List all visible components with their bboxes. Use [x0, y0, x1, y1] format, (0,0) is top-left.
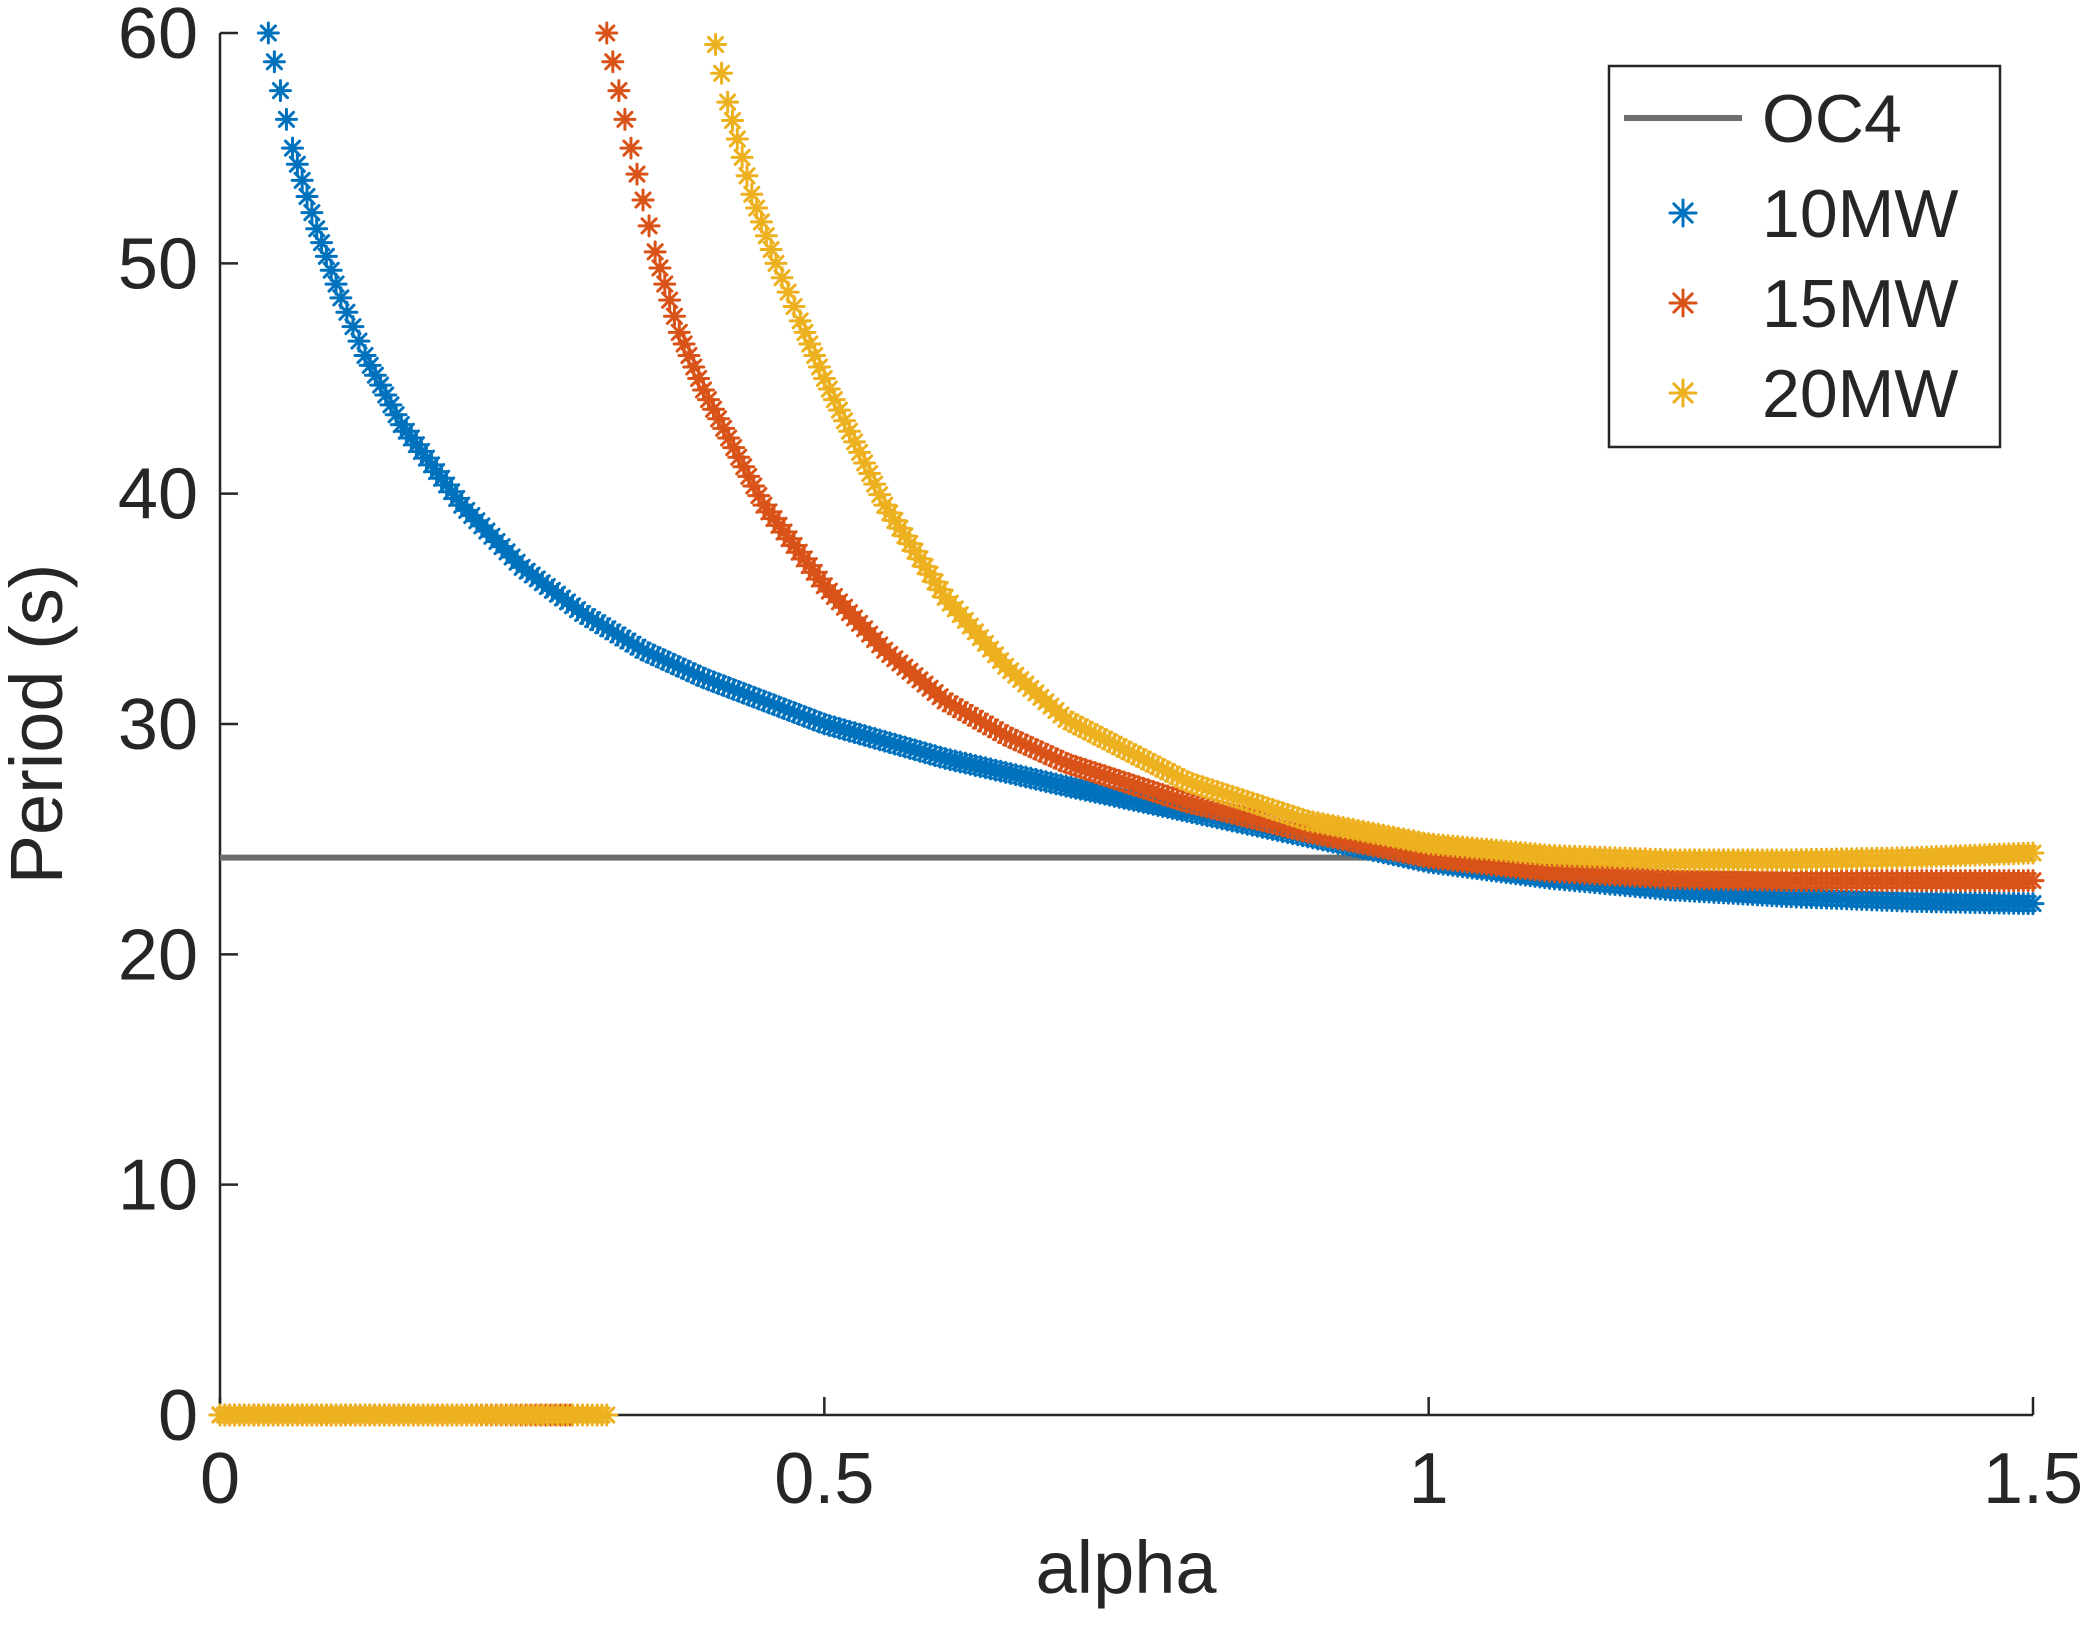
data-point — [716, 90, 740, 114]
data-point — [300, 201, 324, 225]
data-point — [653, 272, 677, 296]
data-point — [2021, 869, 2045, 893]
x-tick-label: 0 — [200, 1439, 240, 1519]
y-tick-label: 30 — [118, 685, 198, 765]
legend: OC4 10MW 15MW 20MW — [1607, 64, 2002, 449]
data-point — [710, 61, 734, 85]
data-point — [274, 107, 298, 131]
data-point — [281, 136, 305, 160]
x-axis-label: alpha — [1035, 1526, 1217, 1609]
data-point — [295, 185, 319, 209]
data-point — [643, 240, 667, 264]
data-point — [290, 168, 314, 192]
legend-label-10mw: 10MW — [1762, 176, 1958, 252]
series-20mw — [208, 33, 2045, 1427]
y-axis-label: Period (s) — [0, 564, 78, 885]
data-point — [770, 266, 794, 290]
x-tick-label: 1.5 — [1983, 1439, 2083, 1519]
data-point — [725, 127, 749, 151]
data-point — [812, 367, 836, 390]
data-point — [625, 162, 649, 186]
data-point — [878, 501, 902, 525]
data-point — [595, 21, 619, 45]
data-point — [262, 50, 286, 74]
legend-marker-15mw — [1668, 288, 1698, 318]
data-point — [2021, 841, 2045, 865]
plot-area: 0 0.5 1 1.5 0 10 20 30 40 50 60 — [118, 0, 2083, 1519]
data-point — [720, 109, 744, 133]
data-point — [619, 136, 643, 160]
data-point — [268, 79, 292, 103]
x-ticks: 0 0.5 1 1.5 — [200, 1397, 2083, 1519]
data-point — [595, 1403, 619, 1427]
data-point — [662, 304, 686, 328]
data-point — [637, 214, 661, 238]
data-point — [601, 50, 625, 74]
y-tick-label: 60 — [118, 0, 198, 74]
data-point — [613, 107, 637, 131]
y-tick-label: 50 — [118, 224, 198, 304]
legend-marker-20mw — [1668, 378, 1698, 408]
legend-label-20mw: 20MW — [1762, 356, 1958, 432]
y-tick-label: 20 — [118, 915, 198, 995]
x-tick-label: 0.5 — [774, 1439, 874, 1519]
series-layer — [208, 21, 2045, 1427]
data-point — [648, 256, 672, 280]
x-tick-label: 1 — [1409, 1439, 1449, 1519]
series-10mw — [256, 21, 2045, 916]
y-tick-label: 10 — [118, 1146, 198, 1226]
data-point — [735, 164, 759, 188]
data-point — [607, 79, 631, 103]
data-point — [2021, 892, 2045, 916]
data-point — [285, 152, 309, 176]
legend-marker-glyph — [1668, 378, 1698, 408]
legend-marker-10mw — [1668, 198, 1698, 228]
data-point — [658, 288, 682, 312]
legend-label-15mw: 15MW — [1762, 266, 1958, 342]
legend-marker-glyph — [1668, 198, 1698, 228]
y-ticks: 0 10 20 30 40 50 60 — [118, 0, 238, 1456]
y-tick-label: 40 — [118, 455, 198, 535]
legend-label-oc4: OC4 — [1762, 81, 1902, 157]
data-point — [704, 33, 728, 57]
y-tick-label: 0 — [158, 1376, 198, 1456]
data-point — [256, 21, 280, 45]
data-point — [631, 188, 655, 212]
legend-marker-glyph — [1668, 288, 1698, 318]
data-point — [730, 145, 754, 169]
